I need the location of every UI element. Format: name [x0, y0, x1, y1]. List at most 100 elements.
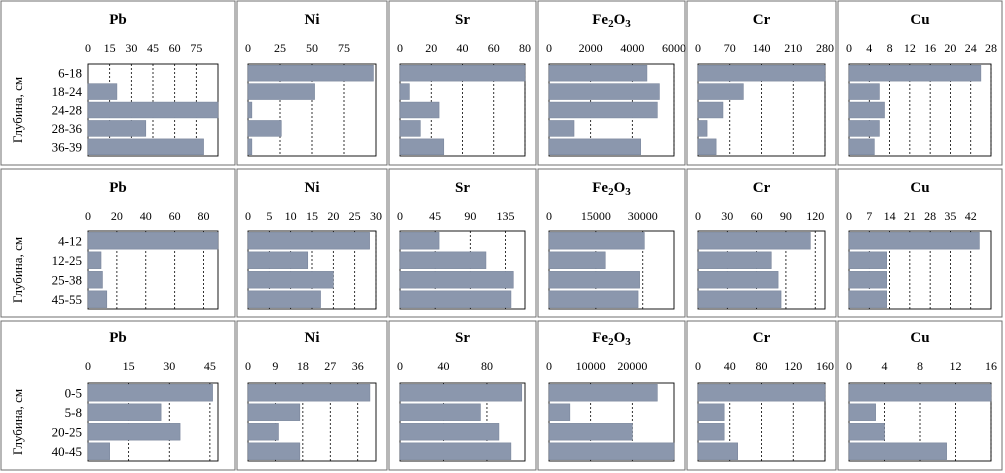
bar [87, 384, 213, 402]
panel-title: Cu [910, 12, 929, 28]
bar [548, 423, 633, 441]
panel-cr-row2: Cr 0 30 60 90 120 [686, 168, 837, 318]
bar [247, 423, 279, 441]
category-label: 45-55 [52, 292, 82, 307]
panel-title: Pb [109, 12, 127, 28]
panel-sr-row2: Sr 0 45 90 135 [388, 168, 537, 318]
x-tick-label: 120 [784, 359, 802, 373]
x-tick-label: 15 [306, 209, 318, 223]
x-tick-label: 120 [806, 209, 824, 223]
bar [548, 64, 648, 82]
x-tick-label: 30 [125, 41, 137, 55]
plot-area [548, 382, 675, 462]
panel-border [837, 0, 1003, 166]
panel-border [686, 168, 837, 318]
x-tick-label: 60 [751, 209, 763, 223]
x-tick-label: 75 [190, 41, 202, 55]
plot-area [247, 230, 377, 310]
bar [87, 101, 219, 119]
panel-border [537, 320, 686, 471]
bar [399, 251, 487, 269]
y-axis-label: Глубина, см [10, 389, 25, 455]
x-tick-label: 70 [724, 41, 736, 55]
bar [399, 442, 512, 460]
x-tick-label: 35 [944, 209, 956, 223]
x-tick-label: 30 [370, 209, 382, 223]
x-tick-label: 20 [425, 41, 437, 55]
panel-cu-row3: Cu 0 4 8 12 16 [837, 320, 1003, 471]
bar [848, 271, 887, 289]
bar [548, 290, 639, 308]
bar [697, 101, 724, 119]
bar [399, 290, 512, 308]
panel-ni-row3: Ni 0 9 18 27 36 [236, 320, 388, 471]
bar [697, 442, 738, 460]
panel-title: Sr [455, 12, 470, 28]
bar [247, 251, 309, 269]
plot-area [548, 230, 675, 310]
x-tick-label: 12 [950, 359, 962, 373]
panel-title: Fe2O3 [592, 330, 631, 348]
x-tick-label: 60 [169, 209, 181, 223]
panel-border [236, 320, 388, 471]
x-tick-label: 15 [104, 41, 116, 55]
bar [87, 271, 103, 289]
panel-title: Cr [753, 330, 771, 346]
x-tick-label: 0 [695, 41, 701, 55]
panel-pb-row1: Pb 0 15 30 45 60 75 6-18 18-24 24-28 28-36 36-39 [0, 0, 236, 166]
x-tick-label: 28 [924, 209, 936, 223]
plot-area [399, 382, 526, 462]
x-tick-label: 4 [882, 359, 888, 373]
category-label: 12-25 [52, 253, 82, 268]
bar [247, 271, 334, 289]
x-tick-label: 15000 [581, 209, 611, 223]
x-tick-label: 0 [846, 41, 852, 55]
panel-cu-row1: Cu 0 4 8 12 16 20 24 28 [837, 0, 1003, 166]
figure-row-2: Глубина, см Pb 0 20 40 60 80 4-12 12-25 25-38 45-5… [0, 168, 1003, 318]
bar [87, 232, 219, 250]
y-axis-label: Глубина, см [10, 237, 25, 303]
panel-title: Sr [455, 180, 470, 196]
category-label: 40-45 [52, 444, 82, 459]
x-tick-label: 90 [780, 209, 792, 223]
panel-title: Cu [910, 180, 929, 196]
x-tick-label: 24 [965, 41, 977, 55]
x-tick-label: 36 [352, 359, 364, 373]
category-label: 28-36 [52, 121, 83, 136]
bar [87, 83, 118, 100]
bar [247, 101, 253, 119]
x-tick-label: 28 [985, 41, 997, 55]
panel-border [236, 0, 388, 166]
x-tick-label: 16 [985, 359, 997, 373]
figure-row-1: Глубина, см Pb 0 15 30 45 60 75 6-18 18-24 24-28 28… [0, 0, 1003, 166]
bar [548, 138, 641, 156]
x-tick-label: 60 [169, 41, 181, 55]
x-tick-label: 30000 [628, 209, 658, 223]
x-tick-label: 0 [85, 41, 91, 55]
x-tick-label: 20 [944, 41, 956, 55]
panel-border [0, 168, 236, 318]
bar [247, 120, 282, 137]
x-tick-label: 18 [297, 359, 309, 373]
x-tick-label: 0 [397, 209, 403, 223]
x-tick-label: 0 [695, 209, 701, 223]
panel-feo-row1: Fe2O3 0 2000 4000 6000 [537, 0, 686, 166]
bar [247, 83, 315, 100]
bar [87, 138, 204, 156]
x-tick-label: 0 [546, 209, 552, 223]
bar [87, 442, 110, 460]
panel-title: Fe2O3 [592, 180, 631, 198]
x-tick-label: 30 [163, 359, 175, 373]
panel-pb-row2: Pb 0 20 40 60 80 4-12 12-25 25-38 45-55 [0, 168, 236, 318]
category-label: 4-12 [58, 233, 82, 248]
category-label: 24-28 [52, 103, 82, 118]
bar [848, 138, 875, 156]
x-tick-label: 15 [123, 359, 135, 373]
x-tick-label: 45 [204, 359, 216, 373]
plot-area [399, 230, 526, 310]
panel-title: Pb [109, 180, 127, 196]
panel-feo-row2: Fe2O3 0 15000 30000 [537, 168, 686, 318]
panel-title: Ni [305, 330, 320, 346]
x-tick-label: 40 [457, 41, 469, 55]
